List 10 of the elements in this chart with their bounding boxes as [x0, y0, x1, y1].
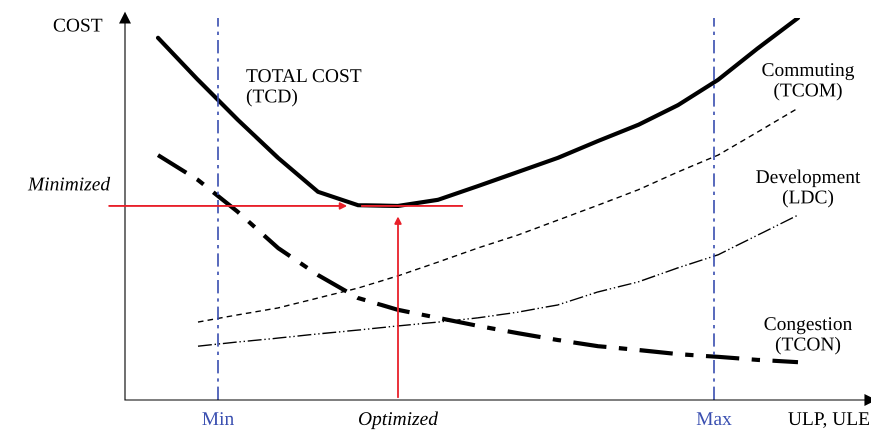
y-axis-title: COST	[54, 18, 102, 32]
text: Min	[202, 412, 234, 425]
series-label: Congestion (TCON)	[764, 317, 852, 355]
series-label: Development (LDC)	[756, 170, 860, 208]
text: Optimized	[359, 411, 438, 430]
text: Max	[696, 412, 732, 426]
x-axis-title: ULP, ULE	[788, 412, 870, 428]
series-label: Commuting (TCOM)	[762, 63, 854, 101]
text: Minimized	[28, 176, 110, 191]
series-label: TOTAL COST (TCD)	[246, 69, 362, 107]
